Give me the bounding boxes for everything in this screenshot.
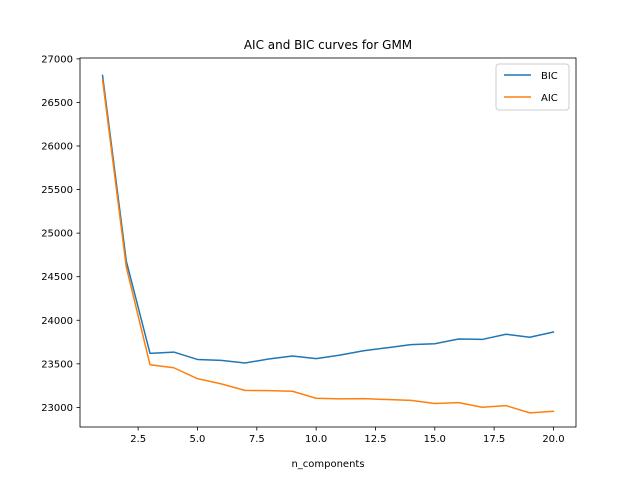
y-tick-label: 27000 (41, 54, 73, 65)
x-axis-ticks: 2.5 5.0 7.5 10.0 12.5 15.0 17.5 20.0 (130, 427, 565, 445)
legend: BIC AIC (495, 63, 570, 111)
y-tick-label: 23000 (41, 403, 73, 414)
x-tick-label: 12.5 (364, 434, 386, 445)
x-tick-label: 10.0 (305, 434, 327, 445)
y-tick-label: 25500 (41, 185, 73, 196)
y-tick-label: 26500 (41, 98, 73, 109)
x-tick-label: 2.5 (130, 434, 146, 445)
series-line-bic (101, 74, 555, 364)
chart-title: AIC and BIC curves for GMM (244, 38, 412, 52)
legend-box (495, 63, 570, 111)
y-tick-label: 25000 (41, 229, 73, 240)
series-line-aic (101, 78, 555, 414)
x-tick-label: 17.5 (483, 434, 505, 445)
y-tick-label: 24500 (41, 272, 73, 283)
x-tick-label: 15.0 (424, 434, 446, 445)
series-lines (101, 74, 555, 414)
y-tick-label: 26000 (41, 142, 73, 153)
plot-frame (79, 57, 577, 428)
legend-label-aic: AIC (541, 93, 558, 104)
y-tick-label: 23500 (41, 359, 73, 370)
legend-label-bic: BIC (541, 71, 558, 82)
x-axis-title: n_components (291, 459, 364, 470)
x-tick-label: 7.5 (249, 434, 265, 445)
x-tick-label: 20.0 (542, 434, 564, 445)
y-axis-ticks: 23000 23500 24000 24500 25000 25500 26000 26500… (41, 54, 80, 414)
y-tick-label: 24000 (41, 316, 73, 327)
plot-area (80, 58, 576, 427)
x-tick-label: 5.0 (190, 434, 206, 445)
